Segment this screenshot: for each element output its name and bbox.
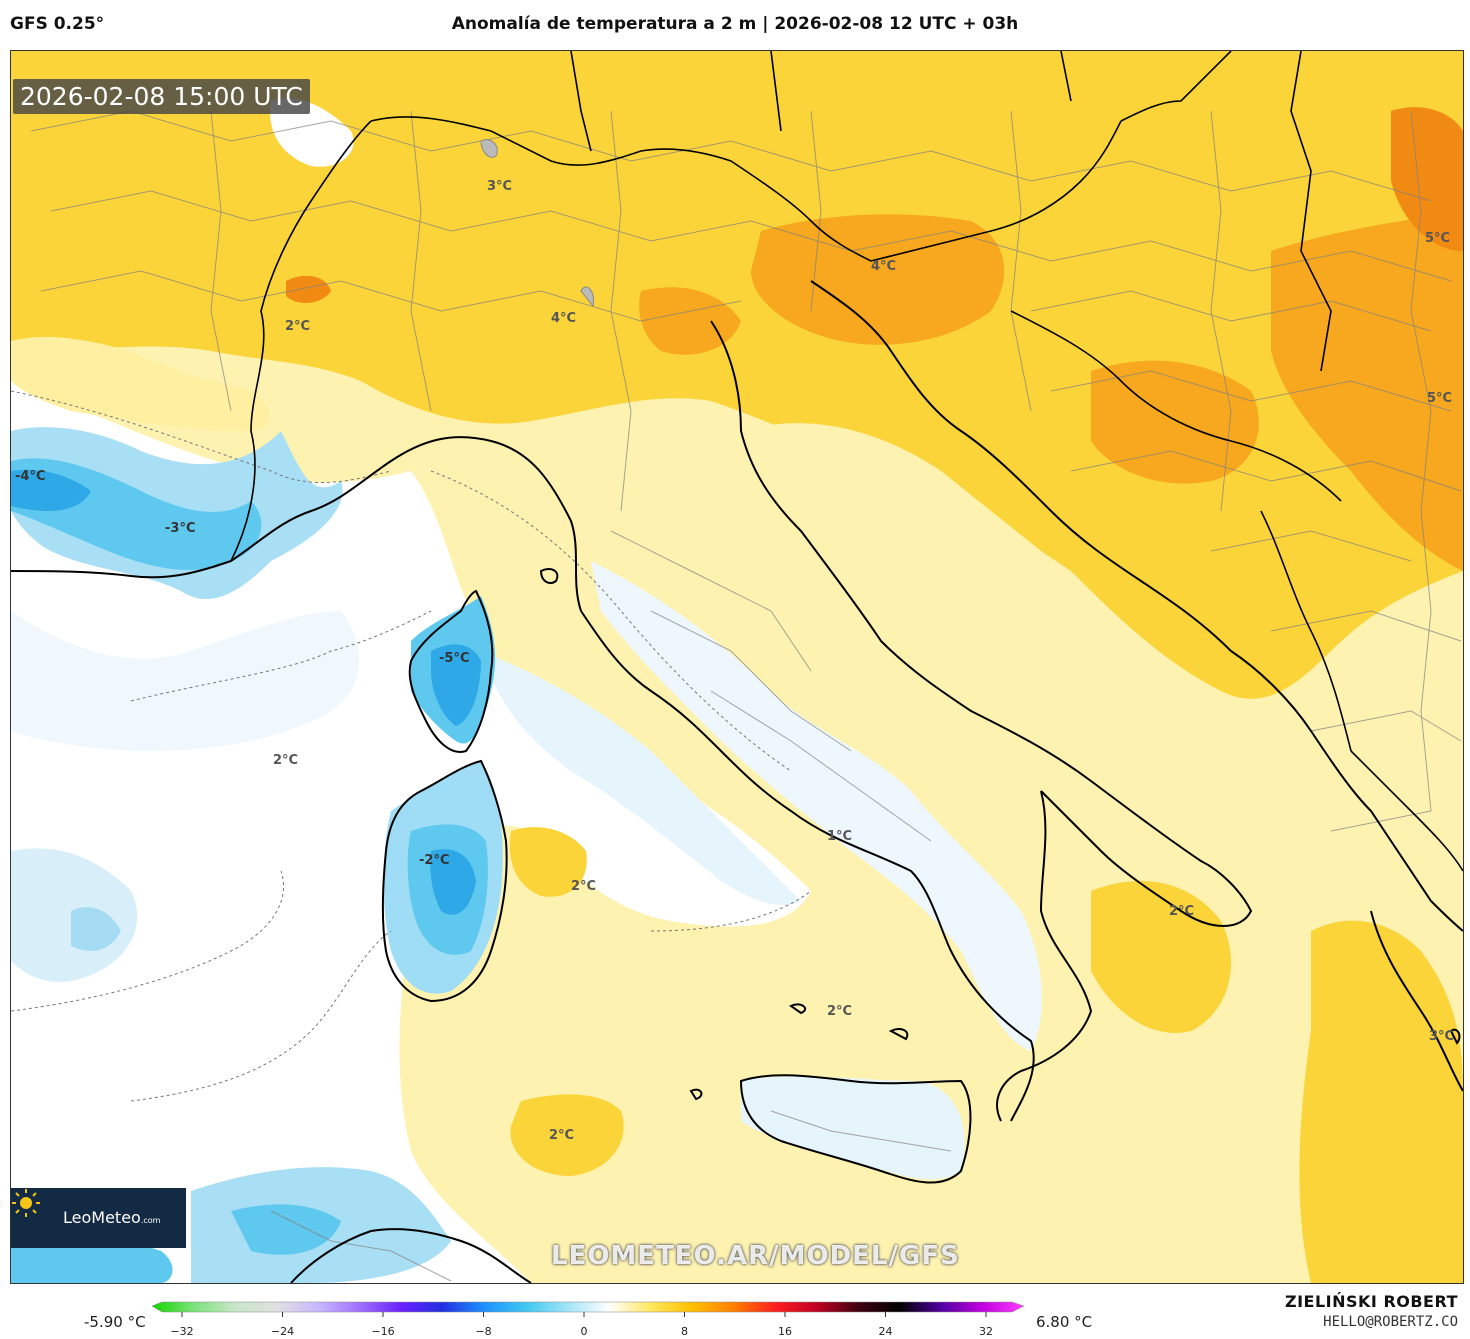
legend-tick-label: 32	[979, 1325, 993, 1338]
temp-label: 2°C	[549, 1128, 575, 1143]
map-zone-warm	[11, 51, 1463, 699]
legend-min-value: -5.90 °C	[84, 1313, 146, 1331]
watermark-url: LEOMETEO.AR/MODEL/GFS	[551, 1241, 960, 1271]
map-zone-cold-core	[431, 644, 481, 726]
map-zone-hotter	[286, 275, 331, 303]
author-name: ZIELIŃSKI ROBERT	[1284, 1292, 1458, 1311]
temp-label: 3°C	[1429, 1029, 1455, 1044]
map-zone-cold-core	[11, 469, 91, 511]
chart-title: Anomalía de temperatura a 2 m | 2026-02-…	[451, 14, 1019, 34]
map-zone-hot	[751, 214, 1005, 345]
valid-time-badge: 2026-02-08 15:00 UTC	[13, 79, 310, 114]
temp-label: 5°C	[1425, 231, 1451, 246]
temp-label: -4°C	[15, 469, 46, 484]
map-zone-cool-light	[591, 561, 1042, 1051]
leometeo-logo[interactable]: LeoMeteo.com	[11, 1188, 186, 1248]
admin-borders	[30, 110, 1462, 1282]
map-zone-warm	[509, 827, 587, 897]
temp-label: 2°C	[571, 879, 597, 894]
legend-tick-label: 0	[580, 1325, 588, 1338]
temp-label: -2°C	[419, 853, 450, 868]
temp-label: -5°C	[439, 651, 470, 666]
author-email[interactable]: HELLO@ROBERTZ.CO	[1323, 1314, 1458, 1330]
country-borders	[230, 51, 1463, 872]
temp-label: 4°C	[551, 311, 577, 326]
map-zone-hot	[1271, 211, 1463, 571]
temp-label: 2°C	[1169, 904, 1195, 919]
sun-icon	[12, 1189, 40, 1217]
coastlines	[11, 280, 1463, 1283]
legend-tick-label: 24	[878, 1325, 893, 1338]
legend-tick-label: 8	[681, 1325, 688, 1338]
map-zone-hotter	[1391, 107, 1463, 251]
map-zone-hot	[639, 287, 741, 355]
temp-label: 3°C	[487, 179, 513, 194]
map-zone-warm-light	[741, 423, 1254, 944]
map-zone-cool-light	[481, 651, 801, 905]
anomaly-map	[11, 51, 1463, 1283]
temp-label: 5°C	[1427, 391, 1453, 406]
temp-label: 4°C	[871, 259, 897, 274]
map-zone-cold	[231, 1204, 341, 1255]
map-zone-cool-light	[741, 1076, 965, 1180]
temp-label: -3°C	[165, 521, 196, 536]
temp-label: 2°C	[827, 1004, 853, 1019]
contour-lines	[11, 390, 812, 1102]
map-zone-neutral	[270, 98, 354, 167]
legend-max-value: 6.80 °C	[1036, 1313, 1093, 1331]
temp-label: 2°C	[273, 753, 299, 768]
map-zone-cold-core	[430, 849, 476, 915]
map-zone-warm-light	[11, 336, 270, 431]
model-name: GFS 0.25°	[10, 14, 105, 34]
temp-label: 1°C	[827, 829, 853, 844]
map-panel[interactable]: 2026-02-08 15:00 UTC 3°C 4°C 4°C 5°C 5°C…	[10, 50, 1464, 1284]
logo-text: LeoMeteo.com	[63, 1208, 161, 1227]
legend-colorbar	[152, 1301, 1025, 1317]
legend-tick-label: −32	[170, 1325, 194, 1338]
temp-label: 2°C	[285, 319, 311, 334]
map-zone-cool	[71, 907, 121, 951]
legend-tick-label: −24	[270, 1325, 295, 1338]
map-zone-warm	[510, 1094, 624, 1176]
map-zone-cool-light	[11, 611, 360, 751]
legend-tick-label: −8	[475, 1325, 492, 1338]
legend-tick-label: 16	[778, 1325, 792, 1338]
legend-tick-label: −16	[371, 1325, 395, 1338]
lakes	[480, 139, 595, 308]
